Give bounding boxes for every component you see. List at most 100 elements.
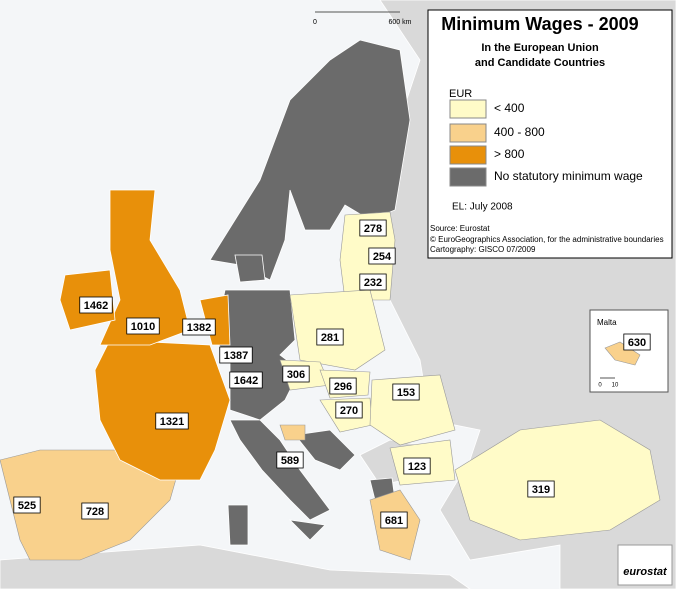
wage-box xyxy=(403,457,431,475)
wage-label: 281 xyxy=(316,328,344,346)
wage-value: 1382 xyxy=(187,322,211,334)
wage-box xyxy=(329,377,357,395)
wage-value: 1642 xyxy=(234,375,258,387)
legend-note: EL: July 2008 xyxy=(452,202,513,213)
legend-swatch xyxy=(449,99,487,119)
legend-label: > 800 xyxy=(494,147,525,161)
wage-box xyxy=(126,317,160,335)
wage-value: 1010 xyxy=(131,321,155,333)
wage-label: 525 xyxy=(13,496,41,514)
wage-value: 232 xyxy=(364,277,382,289)
wage-box xyxy=(282,365,310,383)
scale-label: 0 xyxy=(313,19,317,26)
source: © EuroGeographics Association, for the a… xyxy=(430,235,664,244)
logo-frame xyxy=(617,544,673,586)
legend-swatch xyxy=(449,123,487,143)
denmark xyxy=(234,254,266,283)
legend-label: 400 - 800 xyxy=(494,125,545,139)
wage-label: 278 xyxy=(359,219,387,237)
wage-label: 589 xyxy=(276,451,304,469)
wage-value: 589 xyxy=(281,455,299,467)
sardinia xyxy=(227,504,249,546)
inset-scale-label: 10 xyxy=(612,383,619,389)
wage-box xyxy=(368,247,396,265)
wage-value: 525 xyxy=(18,500,36,512)
wage-label: 296 xyxy=(329,377,357,395)
malta-inset: Malta 0 10 xyxy=(589,309,669,393)
legend-unit: EUR xyxy=(449,88,472,100)
wage-box xyxy=(13,496,41,514)
wage-box xyxy=(359,273,387,291)
wage-label: 123 xyxy=(403,457,431,475)
wage-box xyxy=(155,412,189,430)
wage-label: 1010 xyxy=(126,317,160,335)
wage-label: 319 xyxy=(527,480,555,498)
wage-value: 270 xyxy=(340,405,358,417)
wage-value: 1462 xyxy=(84,300,108,312)
wage-box xyxy=(229,371,263,389)
subtitle: and Candidate Countries xyxy=(475,57,605,69)
scale-label: 600 km xyxy=(389,19,412,26)
wage-box xyxy=(380,511,408,529)
wage-box xyxy=(527,480,555,498)
wage-label: 1321 xyxy=(155,412,189,430)
wage-label: 1642 xyxy=(229,371,263,389)
wage-label: 306 xyxy=(282,365,310,383)
wage-value: 319 xyxy=(532,484,550,496)
logo: eurostat xyxy=(617,544,673,586)
africa xyxy=(0,544,471,589)
wage-label: 728 xyxy=(81,502,109,520)
italy xyxy=(229,419,331,521)
wage-label: 153 xyxy=(392,383,420,401)
wage-box xyxy=(316,328,344,346)
wage-box xyxy=(392,383,420,401)
wage-value: 296 xyxy=(334,381,352,393)
subtitle: In the European Union xyxy=(481,42,599,54)
wage-value: 153 xyxy=(397,387,415,399)
wage-box xyxy=(623,333,651,351)
wage-value: 306 xyxy=(287,369,305,381)
wage-value: 278 xyxy=(364,223,382,235)
wage-value: 281 xyxy=(321,332,339,344)
wage-box xyxy=(182,318,216,336)
legend-swatch xyxy=(449,167,487,187)
great-britain xyxy=(99,189,191,346)
wage-value: 254 xyxy=(373,251,392,263)
legend-label: < 400 xyxy=(494,101,525,115)
legend-box: Minimum Wages - 2009 In the European Uni… xyxy=(427,9,673,259)
wage-box xyxy=(359,219,387,237)
wage-value: 1321 xyxy=(160,416,184,428)
legend-label: No statutory minimum wage xyxy=(494,169,643,183)
malta xyxy=(604,341,641,366)
wage-label: 681 xyxy=(380,511,408,529)
inset-title: Malta xyxy=(597,318,617,327)
wage-value: 681 xyxy=(385,515,403,527)
wage-label: 270 xyxy=(335,401,363,419)
wage-label: 232 xyxy=(359,273,387,291)
inset-scale-label: 0 xyxy=(598,383,602,389)
wage-box xyxy=(219,346,253,364)
romania xyxy=(369,374,456,446)
wage-box xyxy=(335,401,363,419)
france xyxy=(94,339,231,481)
wage-value: 1387 xyxy=(224,350,248,362)
wage-box xyxy=(81,502,109,520)
wage-value: 728 xyxy=(86,506,104,518)
wage-box xyxy=(79,296,113,314)
turkey xyxy=(454,419,661,541)
wage-label: 254 xyxy=(368,247,396,265)
title: Minimum Wages - 2009 xyxy=(441,14,638,34)
wage-label: 1462 xyxy=(79,296,113,314)
wage-value: 123 xyxy=(408,461,426,473)
wage-label: 630 xyxy=(623,333,651,351)
sicily xyxy=(288,519,326,541)
legend-swatch xyxy=(449,145,487,165)
logo-text: eurostat xyxy=(623,566,668,578)
source: Cartography: GISCO 07/2009 xyxy=(430,245,536,254)
wage-label: 1387 xyxy=(219,346,253,364)
slovenia xyxy=(279,424,306,441)
source: Source: Eurostat xyxy=(430,224,490,233)
croatia xyxy=(294,429,356,471)
wage-box xyxy=(276,451,304,469)
